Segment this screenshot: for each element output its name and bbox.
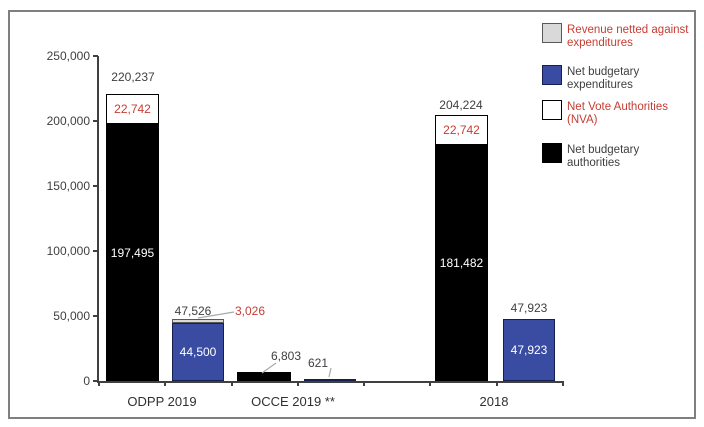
x-tick-mark	[297, 381, 299, 386]
legend-label-revenue-netted: Revenue netted against expenditures	[567, 23, 694, 50]
y-tick-label: 150,000	[46, 179, 90, 193]
legend-item-net-budgetary-authorities: Net budgetary authorities	[542, 143, 694, 170]
bar-segment-net-budgetary-expenditures	[304, 379, 356, 381]
legend-label-line: expenditures	[567, 79, 633, 91]
legend-item-revenue-netted: Revenue netted against expenditures	[542, 23, 694, 50]
y-tick-mark	[93, 380, 98, 382]
legend-label-line: (NVA)	[567, 114, 598, 126]
bar-segment-net-budgetary-authorities	[106, 124, 159, 381]
legend-item-net-budgetary-expenditures: Net budgetary expenditures	[542, 65, 694, 92]
x-axis-line	[97, 381, 563, 383]
legend-label-net-budgetary-authorities: Net budgetary authorities	[567, 143, 694, 170]
y-tick-mark	[93, 250, 98, 252]
x-tick-mark	[98, 381, 100, 386]
legend-label-line: expenditures	[567, 37, 633, 49]
bar-segment-net-budgetary-authorities	[435, 145, 488, 381]
segment-value-label: 197,495	[110, 245, 155, 260]
y-axis-line	[97, 56, 99, 381]
bar-segment-revenue-netted-against-expenditures	[172, 319, 224, 323]
x-tick-mark	[562, 381, 564, 386]
y-tick-mark	[93, 315, 98, 317]
x-tick-mark	[363, 381, 365, 386]
bar-segment-net-budgetary-expenditures	[172, 323, 224, 381]
legend-label-line: Revenue netted against	[567, 24, 689, 36]
bar-total-label: 6,803	[270, 349, 302, 363]
legend-label-net-budgetary-expenditures: Net budgetary expenditures	[567, 65, 694, 92]
segment-value-label: 47,923	[510, 343, 548, 357]
x-tick-mark	[496, 381, 498, 386]
x-tick-mark	[429, 381, 431, 386]
net-budgetary-authorities-swatch-icon	[542, 143, 562, 163]
bar-segment-net-vote-authorities-nva-	[106, 94, 159, 124]
x-category-label: OCCE 2019 **	[251, 394, 335, 409]
bar-segment-net-vote-authorities-nva-	[435, 115, 488, 145]
legend-label-line: Net budgetary	[567, 66, 640, 78]
segment-value-label: 22,742	[114, 102, 151, 116]
x-category-label: 2018	[479, 394, 509, 409]
y-tick-mark	[93, 185, 98, 187]
y-tick-mark	[93, 55, 98, 57]
y-tick-label: 100,000	[46, 244, 90, 258]
legend-label-line: authorities	[567, 157, 621, 169]
segment-value-label: 3,026	[234, 304, 266, 318]
bar-total-label: 204,224	[439, 98, 483, 112]
legend-label-line: Net Vote Authorities	[567, 101, 669, 113]
legend-label-net-vote-authorities: Net Vote Authorities (NVA)	[567, 100, 694, 127]
net-budgetary-expenditures-swatch-icon	[542, 65, 562, 85]
legend-label-line: Net budgetary	[567, 144, 640, 156]
segment-value-label: 44,500	[179, 345, 217, 359]
bar-segment-net-budgetary-expenditures	[503, 319, 555, 381]
y-tick-label: 250,000	[46, 49, 90, 63]
y-tick-label: 0	[83, 374, 90, 388]
x-category-label: ODPP 2019	[127, 394, 197, 409]
y-tick-mark	[93, 120, 98, 122]
x-tick-mark	[231, 381, 233, 386]
segment-value-label: 181,482	[439, 256, 484, 270]
bar-total-label: 47,923	[510, 301, 548, 315]
y-tick-label: 200,000	[46, 114, 90, 128]
revenue-netted-swatch-icon	[542, 23, 562, 43]
net-vote-authorities-swatch-icon	[542, 100, 562, 120]
legend-item-net-vote-authorities: Net Vote Authorities (NVA)	[542, 100, 694, 127]
x-tick-mark	[164, 381, 166, 386]
y-tick-label: 50,000	[53, 309, 90, 323]
bar-total-label: 220,237	[111, 70, 155, 84]
bar-segment-net-budgetary-authorities	[237, 372, 291, 381]
bar-total-label: 47,526	[174, 304, 212, 318]
bar-total-label: 621	[307, 356, 329, 370]
segment-value-label: 22,742	[443, 123, 480, 137]
